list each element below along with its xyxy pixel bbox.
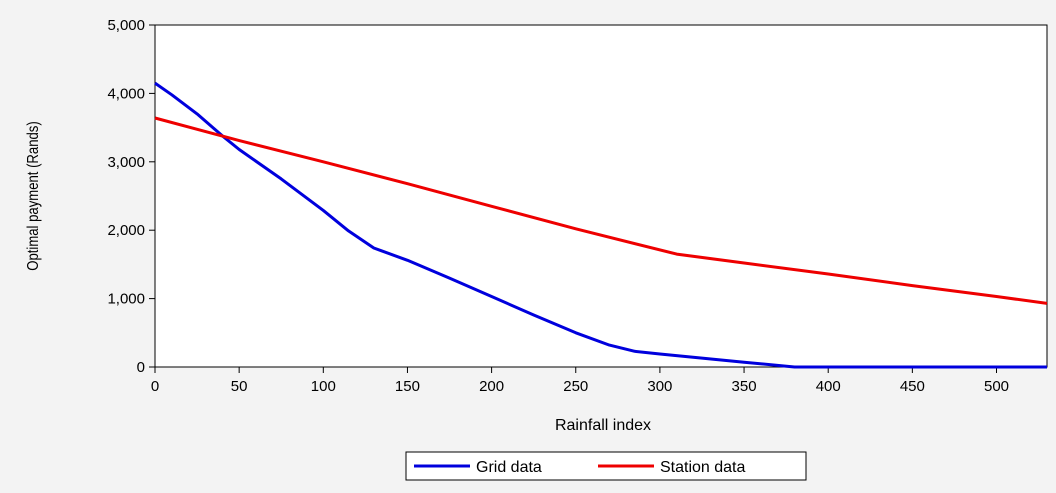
x-tick-label: 0 — [151, 378, 159, 395]
y-tick-label: 4,000 — [107, 85, 145, 102]
x-tick-label: 300 — [647, 378, 672, 395]
x-tick-label: 250 — [563, 378, 588, 395]
legend-label-grid-data: Grid data — [476, 459, 542, 476]
x-tick-label: 100 — [311, 378, 336, 395]
x-tick-label: 450 — [900, 378, 925, 395]
y-tick-label: 5,000 — [107, 17, 145, 34]
x-tick-label: 400 — [816, 378, 841, 395]
x-tick-label: 150 — [395, 378, 420, 395]
x-tick-label: 200 — [479, 378, 504, 395]
series-layer — [154, 81, 1048, 369]
y-tick-label: 0 — [137, 359, 145, 376]
y-tick-label: 2,000 — [107, 222, 145, 239]
y-tick-label: 3,000 — [107, 154, 145, 171]
legend-label-station-data: Station data — [660, 459, 746, 476]
plot-background — [154, 24, 1048, 368]
series-line-station-data — [154, 116, 1048, 305]
series-line-grid-data — [154, 81, 1047, 369]
plot-area — [154, 24, 1048, 368]
x-axis: 0 50 100 150 200 250 300 350 400 450 500 — [151, 367, 1009, 395]
y-axis: 0 1,000 2,000 3,000 4,000 5,000 — [107, 17, 155, 376]
y-axis-title: Optimal payment (Rands) — [25, 121, 42, 270]
legend: Grid data Station data — [405, 451, 807, 481]
x-tick-label: 350 — [732, 378, 757, 395]
x-tick-label: 500 — [984, 378, 1009, 395]
x-tick-label: 50 — [231, 378, 248, 395]
y-tick-label: 1,000 — [107, 291, 145, 308]
x-axis-title: Rainfall index — [555, 417, 651, 434]
